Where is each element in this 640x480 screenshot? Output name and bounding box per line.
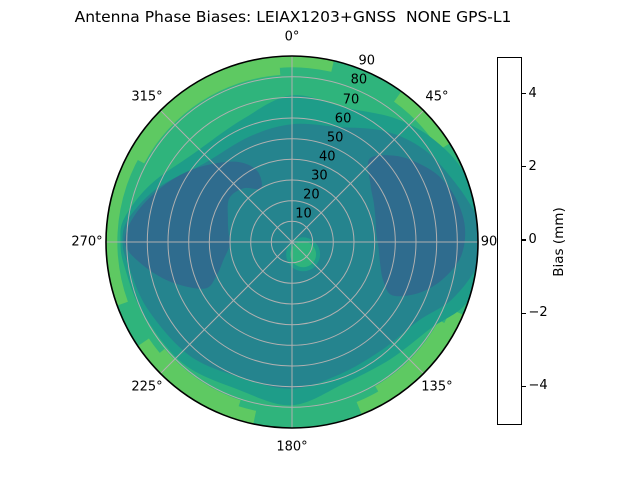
azimuth-label-0: 0°	[284, 29, 300, 45]
radial-label-60: 60	[334, 111, 352, 127]
chart-title: Antenna Phase Biases: LEIAX1203+GNSS NON…	[74, 8, 512, 26]
contour-band	[290, 241, 317, 268]
colorbar-tick-mark	[521, 166, 526, 168]
contour-band	[147, 348, 241, 421]
colorbar-tick-label: 4	[528, 85, 537, 101]
colorbar-tick-mark	[521, 385, 526, 387]
contour-band	[125, 56, 281, 164]
contour-band	[367, 155, 466, 297]
radial-label-90: 90	[358, 53, 376, 69]
colorbar-tick-label: −2	[528, 305, 548, 321]
azimuth-label-135: 135°	[421, 379, 453, 395]
colorbar-tick-label: 0	[528, 232, 537, 247]
radial-label-20: 20	[303, 187, 320, 203]
radial-label-30: 30	[311, 168, 328, 184]
azimuth-label-270: 270°	[71, 234, 103, 250]
colorbar-axis-label: Bias (mm)	[551, 207, 567, 277]
contour-band	[375, 320, 459, 405]
azimuth-label-90: 90	[480, 234, 498, 250]
colorbar-tick-label: −4	[528, 378, 548, 394]
radial-label-70: 70	[342, 92, 360, 108]
colorbar-tick-mark	[521, 93, 526, 95]
azimuth-label-180: 180°	[276, 439, 308, 455]
polar-axes-border	[105, 55, 479, 429]
radial-label-40: 40	[318, 149, 336, 165]
colorbar	[497, 57, 522, 425]
azimuth-label-315: 315°	[131, 89, 163, 105]
azimuth-label-225: 225°	[131, 379, 163, 395]
colorbar-tick-label: 2	[528, 158, 537, 174]
colorbar-tick-mark	[521, 312, 526, 314]
radial-label-10: 10	[295, 206, 312, 222]
polar-grid	[106, 56, 478, 428]
radial-label-80: 80	[350, 72, 368, 88]
azimuth-label-45: 45°	[425, 89, 449, 105]
contour-band	[124, 161, 262, 289]
contour-band	[394, 89, 452, 150]
colorbar-tick-mark	[521, 239, 526, 241]
radial-label-50: 50	[326, 130, 344, 146]
